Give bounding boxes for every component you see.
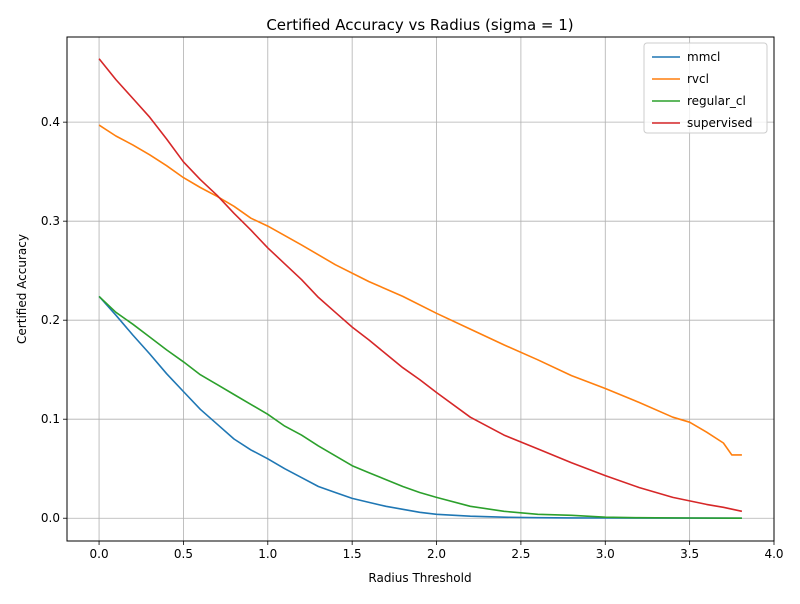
series-line-regular_cl [98,295,742,520]
legend-label-supervised: supervised [687,116,752,130]
legend-label-mmcl: mmcl [687,50,720,64]
x-tick-label: 4.0 [764,547,783,561]
x-tick-label: 3.0 [596,547,615,561]
legend: mmcl rvcl regular_cl supervised [643,42,768,134]
axis-ticks: 0.0 0.5 1.0 1.5 2.0 2.5 3.0 3.5 4.0 0.0 0.1 0.2 0.3 0… [41,115,784,561]
y-tick-label: 0.2 [41,313,60,327]
series-line-mmcl [98,295,742,520]
x-tick-label: 2.0 [427,547,446,561]
legend-label-regular_cl: regular_cl [687,94,746,108]
y-tick-label: 0.1 [41,412,60,426]
series-line-rvcl [98,124,742,456]
y-tick-label: 0.3 [41,214,60,228]
x-tick-label: 0.0 [90,547,109,561]
chart-title: Certified Accuracy vs Radius (sigma = 1) [266,16,573,34]
x-axis-label: Radius Threshold [368,571,471,585]
x-tick-label: 2.5 [511,547,530,561]
legend-box [643,42,768,134]
x-tick-label: 1.0 [258,547,277,561]
series-line-supervised [98,58,743,513]
x-tick-label: 1.5 [343,547,362,561]
y-axis-label: Certified Accuracy [15,234,29,344]
legend-label-rvcl: rvcl [687,72,709,86]
y-tick-label: 0.0 [41,511,60,525]
y-tick-label: 0.4 [41,115,60,129]
plot-frame [66,36,775,542]
x-tick-label: 0.5 [174,547,193,561]
series-lines [98,58,743,520]
x-tick-label: 3.5 [680,547,699,561]
